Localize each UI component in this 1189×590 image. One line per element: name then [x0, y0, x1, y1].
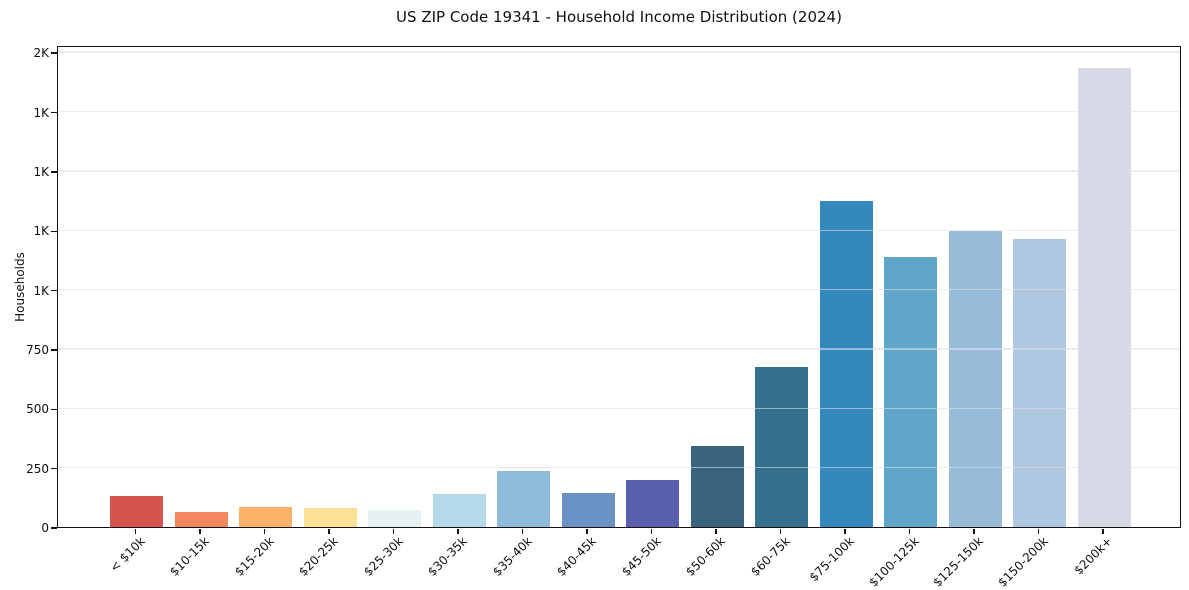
bar-100-125k	[884, 256, 937, 527]
bar-200k	[1077, 67, 1131, 527]
x-tick-label-35-40k: $35-40k	[489, 534, 535, 579]
gridline-1250	[58, 229, 1180, 231]
x-tick-label-150-200k: $150-200k	[994, 534, 1051, 590]
y-tick-mark	[51, 349, 57, 351]
x-tick-mark	[328, 529, 330, 534]
x-tick-mark	[908, 529, 911, 534]
x-tick-mark	[973, 529, 975, 534]
x-tick-label-100-125k: $100-125k	[865, 534, 922, 590]
y-tick-label: 1K	[33, 164, 49, 179]
bar-150-200k	[1013, 239, 1066, 527]
x-tick-mark	[844, 529, 846, 534]
bar-60-75k	[755, 366, 808, 527]
x-tick-mark	[779, 529, 782, 534]
x-tick-label-20-25k: $20-25k	[296, 534, 341, 579]
bar-50-60k	[690, 445, 744, 527]
y-tick-mark	[51, 230, 57, 232]
y-tick-mark	[51, 289, 57, 292]
x-tick-mark	[586, 529, 588, 534]
gridline-1000	[58, 288, 1180, 291]
bar-35-40k	[497, 470, 550, 527]
y-tick-label: 0	[41, 521, 49, 535]
plot-area	[57, 46, 1181, 528]
y-tick-mark	[51, 111, 57, 114]
x-tick-label-200k: $200k+	[1071, 534, 1115, 578]
bar-75-100k	[819, 201, 873, 527]
x-tick-mark	[1102, 529, 1104, 534]
gridline-750	[58, 348, 1180, 350]
x-tick-label-30-35k: $30-35k	[425, 534, 470, 579]
gridline-250	[58, 466, 1180, 469]
y-tick-label: 250	[26, 461, 49, 476]
bar-25-30k	[368, 509, 421, 527]
chart-title: US ZIP Code 19341 - Household Income Dis…	[396, 8, 842, 26]
bar-125-150k	[948, 231, 1002, 527]
x-tick-label-60-75k: $60-75k	[747, 534, 793, 579]
y-tick-mark	[51, 408, 57, 410]
x-tick-label-10-15k: $10-15k	[167, 534, 212, 579]
x-tick-mark	[263, 529, 266, 534]
gridline-1750	[58, 110, 1180, 113]
x-tick-mark	[392, 529, 395, 534]
x-tick-mark	[521, 529, 524, 534]
y-tick-mark	[51, 527, 57, 529]
y-tick-mark	[51, 52, 57, 54]
bar-40-45k	[561, 493, 615, 527]
x-tick-mark	[199, 529, 201, 534]
bar-10-15k	[174, 511, 228, 527]
y-tick-label: 1K	[33, 283, 49, 298]
gridline-500	[58, 407, 1180, 409]
gridline-1500	[58, 170, 1180, 172]
y-tick-mark	[51, 467, 57, 470]
x-tick-mark	[457, 529, 459, 534]
x-tick-label-25-30k: $25-30k	[360, 534, 406, 579]
x-tick-label-50-60k: $50-60k	[683, 534, 728, 579]
y-tick-label: 1K	[33, 105, 49, 120]
x-tick-mark	[650, 529, 653, 534]
x-tick-label-15-20k: $15-20k	[231, 534, 277, 579]
x-tick-label-125-150k: $125-150k	[930, 534, 986, 590]
x-tick-mark	[1037, 529, 1040, 534]
x-tick-mark	[134, 529, 137, 534]
bar-30-35k	[432, 494, 486, 527]
x-tick-mark	[715, 529, 717, 534]
y-tick-label: 750	[26, 342, 49, 357]
y-tick-label: 500	[26, 402, 49, 417]
x-tick-label-75-100k: $75-100k	[806, 534, 857, 585]
gridline-2000	[58, 51, 1180, 53]
bar-10k	[110, 496, 163, 527]
bar-20-25k	[303, 507, 357, 527]
x-tick-label-10k: < $10k	[106, 534, 148, 575]
x-tick-label-45-50k: $45-50k	[618, 534, 664, 579]
y-tick-label: 2K	[33, 46, 49, 61]
bar-45-50k	[626, 480, 679, 527]
x-tick-label-40-45k: $40-45k	[554, 534, 599, 579]
bar-15-20k	[239, 507, 292, 527]
y-tick-mark	[51, 171, 57, 173]
y-tick-label: 1K	[33, 224, 49, 239]
